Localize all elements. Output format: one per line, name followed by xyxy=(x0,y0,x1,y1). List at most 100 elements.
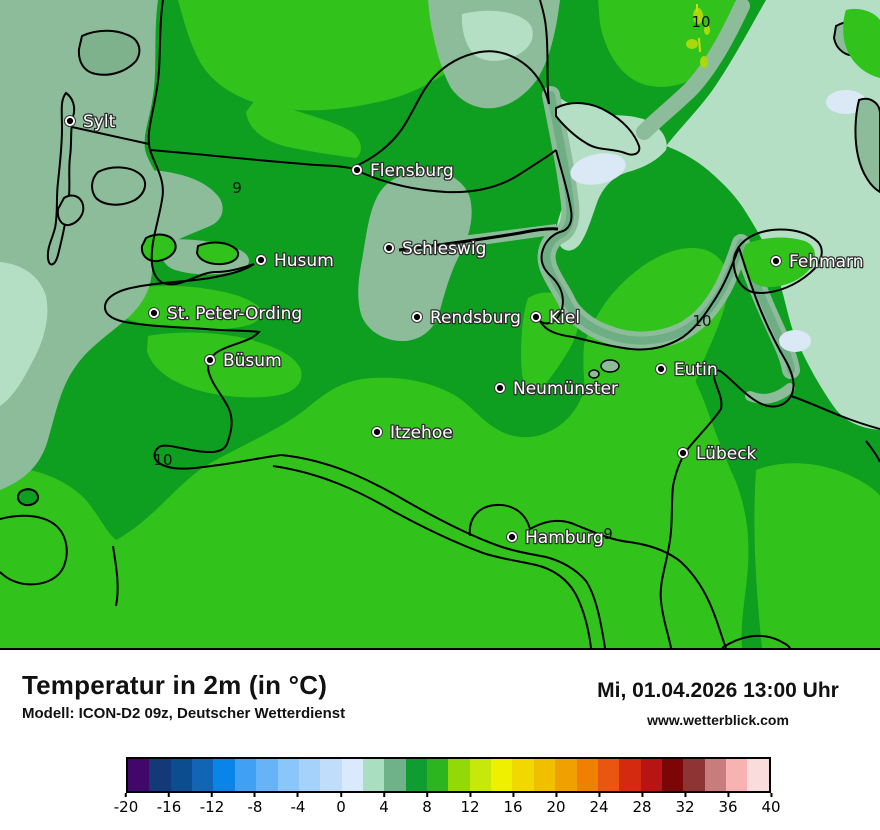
city-label: Eutin xyxy=(674,360,718,380)
tick-mark xyxy=(125,793,127,797)
city-label: Büsum xyxy=(223,351,282,371)
colorbar-tick: 28 xyxy=(632,793,652,816)
colorbar-cell xyxy=(747,759,769,791)
city-dot xyxy=(657,365,665,373)
city-label: Lübeck xyxy=(696,444,757,464)
colorbar-cell xyxy=(256,759,278,791)
isotherm-label: 9 xyxy=(232,179,242,197)
colorbar-tick-labels: -20 -16 -12 -8 -4 0 4 8 12 16 20 24 28 32 36 40 xyxy=(114,793,781,819)
colorbar-cell xyxy=(320,759,342,791)
city-marker: Neumünster xyxy=(494,378,619,400)
city-marker: Eutin xyxy=(655,359,719,381)
tick-label: -16 xyxy=(156,798,182,816)
colorbar-cell xyxy=(704,759,727,791)
colorbar-cell xyxy=(170,759,193,791)
colorbar-tick: -12 xyxy=(199,793,225,816)
colorbar-tick: 36 xyxy=(718,793,738,816)
colorbar-tick: -16 xyxy=(156,793,182,816)
tick-mark xyxy=(641,793,643,797)
colorbar-cell xyxy=(341,759,363,791)
colorbar-cell xyxy=(149,759,171,791)
city-dot xyxy=(373,428,381,436)
colorbar-cell xyxy=(448,759,470,791)
isotherm-label: 10 xyxy=(692,312,711,330)
colorbar-tick: 8 xyxy=(422,793,432,816)
city-marker: Schleswig xyxy=(383,238,488,260)
weather-map: 9 10 10 10 9 Sylt Flensburg Schleswig Husum Fehm… xyxy=(0,0,880,650)
tick-label: 32 xyxy=(675,798,695,816)
city-marker: Hamburg xyxy=(506,527,605,549)
tick-mark xyxy=(555,793,557,797)
colorbar-cell xyxy=(234,759,257,791)
tick-mark xyxy=(297,793,299,797)
tick-label: 28 xyxy=(632,798,652,816)
city-label: Flensburg xyxy=(370,161,454,181)
city-marker: Sylt xyxy=(64,111,117,133)
tick-label: 36 xyxy=(718,798,738,816)
city-label: Schleswig xyxy=(402,239,486,259)
colorbar-cell xyxy=(405,759,428,791)
lakes xyxy=(588,359,620,379)
colorbar-cell xyxy=(576,759,598,791)
colorbar-cell xyxy=(298,759,321,791)
city-marker: Itzehoe xyxy=(371,422,454,444)
tick-label: 8 xyxy=(422,798,432,816)
flensburg-fjord xyxy=(428,0,560,109)
city-label: Neumünster xyxy=(513,379,618,399)
city-dot xyxy=(353,166,361,174)
city-dot xyxy=(257,256,265,264)
city-marker: St. Peter-Ording xyxy=(148,303,303,325)
tick-mark xyxy=(512,793,514,797)
tick-label: -12 xyxy=(199,798,225,816)
city-dot xyxy=(66,117,74,125)
colorbar-cell xyxy=(128,759,150,791)
city-marker: Rendsburg xyxy=(411,307,522,329)
tick-mark xyxy=(425,793,428,797)
city-label: Hamburg xyxy=(525,528,604,548)
colorbar-tick: -8 xyxy=(247,793,263,816)
colorbar-tick: 16 xyxy=(503,793,523,816)
tick-mark xyxy=(168,793,170,797)
city-dot xyxy=(508,533,516,541)
tick-mark xyxy=(598,793,600,797)
city-label: Husum xyxy=(274,251,334,271)
tick-mark xyxy=(469,793,471,797)
colorbar-cell xyxy=(533,759,556,791)
model-info: Modell: ICON-D2 09z, Deutscher Wetterdie… xyxy=(22,705,346,722)
colorbar-cell xyxy=(213,759,235,791)
colorbar-cell xyxy=(640,759,662,791)
city-label: St. Peter-Ording xyxy=(167,304,302,324)
isotherm-label: 10 xyxy=(153,451,172,469)
warm-spots xyxy=(686,8,710,68)
colorbar-cell xyxy=(192,759,214,791)
colorbar-tick: 40 xyxy=(761,793,781,816)
colorbar-cell xyxy=(597,759,620,791)
city-dot xyxy=(413,313,421,321)
city-label: Sylt xyxy=(83,112,116,132)
colorbar-cell xyxy=(512,759,534,791)
city-label: Rendsburg xyxy=(430,308,521,328)
colorbar-cell xyxy=(555,759,577,791)
colorbar-tick: 24 xyxy=(589,793,609,816)
colorbar-cell xyxy=(661,759,684,791)
tick-label: 16 xyxy=(503,798,523,816)
tick-mark xyxy=(339,793,342,797)
colorbar-cell xyxy=(491,759,513,791)
colorbar-tick: 12 xyxy=(460,793,480,816)
colorbar-cell xyxy=(277,759,299,791)
colorbar-tick: 32 xyxy=(675,793,695,816)
colorbar-tick: 4 xyxy=(379,793,389,816)
tick-label: -20 xyxy=(113,798,139,816)
colorbar-tick: 0 xyxy=(336,793,346,816)
tick-label: 4 xyxy=(379,798,389,816)
colorbar-cell xyxy=(469,759,492,791)
tick-label: -8 xyxy=(247,798,263,816)
tick-label: -4 xyxy=(290,798,306,816)
coastlines xyxy=(0,0,880,648)
colorbar-cell xyxy=(362,759,385,791)
tick-mark xyxy=(727,793,729,797)
contour-labels: 9 10 10 10 9 xyxy=(153,13,711,543)
tick-label: 40 xyxy=(761,798,781,816)
colorbar-tick: -4 xyxy=(290,793,306,816)
tick-mark xyxy=(211,793,213,797)
